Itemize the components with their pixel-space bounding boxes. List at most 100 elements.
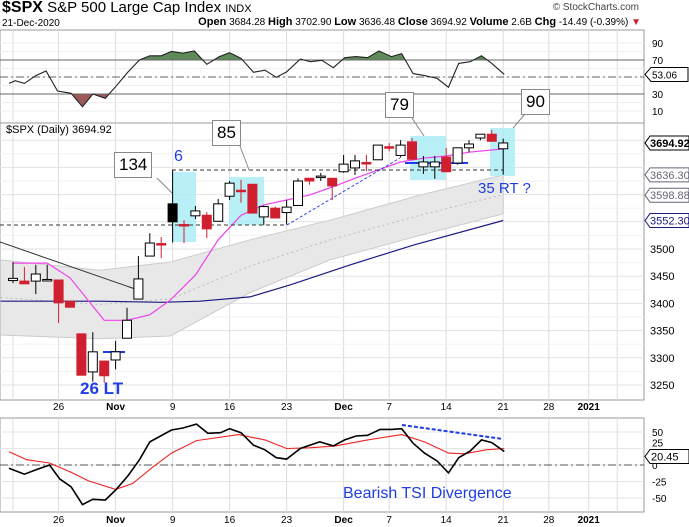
date-label: 21-Dec-2020 [2, 18, 60, 29]
candle-body [304, 177, 315, 182]
candle [224, 181, 235, 201]
low-value: 3636.48 [358, 17, 396, 28]
tsi-ytick-label: 0 [652, 461, 658, 472]
date-xtick-label: 7 [386, 515, 392, 526]
candle [475, 133, 486, 141]
candle [87, 332, 98, 382]
candle-body [350, 160, 360, 169]
osc-last-value: 53.06 [652, 70, 677, 81]
ma50-line [0, 219, 504, 303]
date-xtick-label: Dec [334, 515, 353, 526]
date-xtick-label: 16 [224, 515, 236, 526]
candle [236, 179, 246, 203]
candle-body [247, 183, 258, 214]
candle-body [99, 360, 110, 377]
candle [8, 262, 18, 284]
date-xtick-label: 2021 [578, 515, 601, 526]
candle-body [270, 207, 281, 219]
candle-body [42, 278, 53, 282]
candle-body [122, 319, 132, 339]
candle-body [76, 333, 87, 376]
change-value: -14.49 (-0.39%) [558, 17, 629, 28]
annotation-box-134: 134 [114, 152, 153, 178]
candle [156, 237, 167, 259]
candle-body [213, 203, 224, 222]
candle [429, 155, 440, 179]
candle-body [327, 177, 338, 187]
candle [167, 170, 178, 243]
candle-body [190, 210, 201, 217]
date-xtick-label: 21 [498, 402, 510, 413]
high-value: 3702.90 [295, 17, 332, 28]
date-xtick-label: Nov [106, 515, 125, 526]
date-xtick-label: Nov [106, 402, 125, 413]
candle [30, 264, 41, 295]
volume-label: Volume [469, 16, 509, 28]
candle-body [475, 133, 486, 139]
candle-body [293, 180, 303, 206]
candle-body [441, 156, 452, 173]
candle [133, 256, 144, 300]
candle-body [498, 142, 509, 150]
date-xtick-label: Dec [334, 402, 353, 413]
candle [179, 220, 189, 244]
candle [76, 333, 87, 376]
open-label: Open [198, 16, 227, 28]
candle [293, 178, 303, 206]
candle [327, 177, 338, 201]
tsi-ytick-label: 50 [652, 428, 664, 439]
price-tag [644, 187, 689, 203]
callout-pointer [156, 177, 173, 194]
candle-body [53, 279, 64, 304]
price-tag-label: 3636.30 [650, 170, 689, 182]
candle-body [65, 300, 75, 308]
high-label: High [268, 16, 293, 28]
tsi-divergence-line [401, 424, 504, 440]
candle-body [87, 351, 98, 373]
open-value: 3684.28 [229, 17, 266, 28]
candle [247, 183, 258, 214]
candle [258, 205, 269, 226]
candle-body [338, 163, 349, 173]
annotation-box-90: 90 [521, 89, 550, 115]
price-ytick-label: 3300 [650, 353, 674, 365]
price-tag [644, 213, 689, 229]
exchange: INDX [225, 3, 252, 15]
callout-pointer [239, 145, 250, 171]
price-tag-label: 3552.30 [650, 216, 689, 228]
brand-watermark: © StockCharts.com [552, 2, 639, 13]
date-xtick-label: 28 [543, 515, 555, 526]
candle-body [144, 242, 155, 257]
candle-body [486, 133, 497, 142]
candle-body [452, 147, 463, 164]
bollinger-mid-line [0, 193, 504, 306]
price-ytick-label: 3500 [650, 244, 674, 256]
candle-body [8, 277, 18, 282]
date-xtick-label: 23 [281, 402, 293, 413]
main-panel-title: $SPX (Daily) 3694.92 [6, 124, 112, 136]
candle [304, 177, 315, 185]
date-xtick-label: 26 [53, 402, 65, 413]
candle [464, 140, 474, 153]
candle-body [281, 206, 292, 214]
candle [65, 300, 75, 308]
symbol: $SPX [2, 0, 43, 16]
candle-body [407, 141, 417, 160]
candle [418, 155, 429, 174]
price-tag-label: 3694.92 [650, 138, 689, 150]
candle [53, 279, 64, 323]
date-xtick-label: 26 [53, 515, 65, 526]
price-ytick-label: 3250 [650, 380, 674, 392]
annotation-label-26-lt: 26 LT [80, 379, 124, 398]
date-xtick-label: 7 [386, 402, 392, 413]
candle [110, 340, 121, 370]
candle-body [384, 146, 395, 149]
candle-body [110, 351, 121, 361]
tsi-last-value: 20.45 [651, 452, 679, 464]
callout-pointer [512, 113, 526, 129]
candle [190, 206, 201, 220]
oscillator-line [8, 50, 505, 108]
candle [452, 147, 463, 165]
osc-ytick-label: 90 [652, 39, 664, 50]
osc-ytick-label: 30 [652, 90, 664, 101]
